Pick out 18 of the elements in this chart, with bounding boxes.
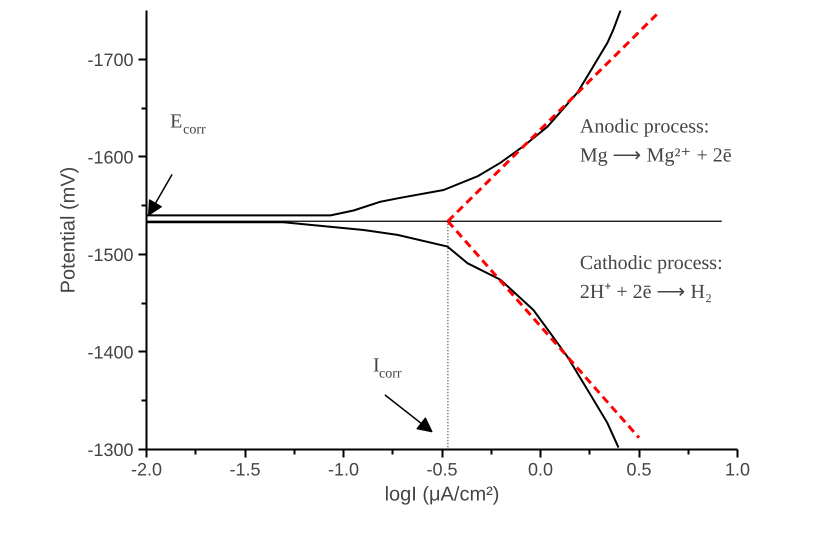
y-tick-label: -1700 — [87, 50, 134, 70]
y-tick-label: -1600 — [87, 147, 134, 168]
y-tick-label: -1500 — [87, 244, 134, 265]
annotation: Cathodic process: — [580, 252, 723, 274]
y-axis-title: Potential (mV) — [57, 166, 80, 294]
y-tick-label: -1400 — [87, 342, 134, 362]
y-tick-label: -1300 — [87, 440, 134, 460]
x-tick-label: -1.0 — [328, 460, 360, 480]
x-tick-label: 0.5 — [626, 460, 652, 480]
x-axis-title: logI (μA/cm²) — [384, 484, 500, 506]
x-tick-label: 0.0 — [528, 460, 554, 480]
annotation: Mg ⟶ Mg²⁺ + 2ē — [580, 144, 732, 167]
x-tick-label: -1.5 — [229, 460, 261, 480]
annotation: 2H⁺ + 2ē ⟶ H₂ — [580, 281, 712, 304]
x-tick-label: 1.0 — [724, 460, 750, 480]
x-tick-label: -2.0 — [130, 460, 162, 480]
annotation: Anodic process: — [580, 115, 710, 138]
x-tick-label: -0.5 — [426, 460, 458, 480]
